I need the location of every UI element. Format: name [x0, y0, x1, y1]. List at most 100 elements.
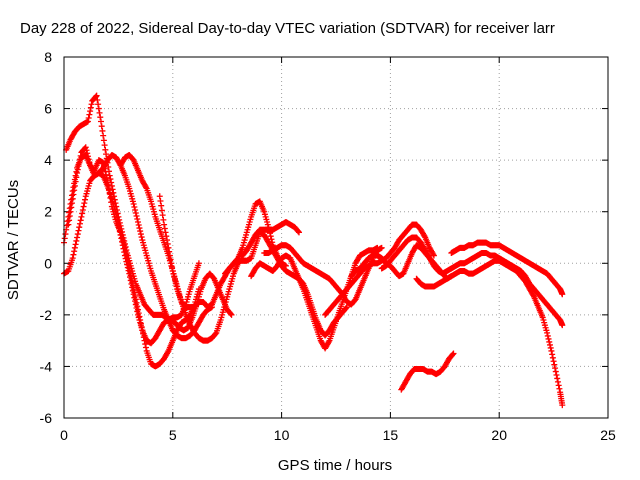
chart-title: Day 228 of 2022, Sidereal Day-to-day VTE… [20, 20, 555, 37]
data-point [102, 146, 109, 153]
data-point [113, 206, 120, 213]
data-point [115, 213, 122, 220]
series-arc-16 [398, 350, 457, 393]
data-point [161, 221, 168, 228]
data-point [173, 283, 180, 290]
data-point [79, 210, 86, 217]
data-point [74, 234, 81, 241]
data-point [85, 115, 92, 122]
data-point [130, 291, 137, 298]
data-point [165, 244, 172, 251]
data-point [99, 127, 106, 134]
data-point [133, 213, 140, 220]
data-point [137, 231, 144, 238]
data-point [123, 258, 130, 265]
data-point [67, 200, 74, 207]
data-point [72, 241, 79, 248]
x-tick-label: 0 [60, 427, 68, 443]
data-point [131, 294, 138, 301]
series-arc-15 [448, 239, 566, 298]
x-tick-labels: 0 5 10 15 20 25 [60, 427, 616, 443]
data-point [98, 123, 105, 130]
data-point [132, 301, 139, 308]
data-point [76, 224, 83, 231]
data-point [158, 202, 165, 209]
data-point [134, 219, 141, 226]
data-point [158, 207, 165, 214]
data-point [71, 248, 78, 255]
data-point [68, 196, 75, 203]
data-point [108, 182, 115, 189]
data-point [70, 184, 77, 191]
data-point [449, 351, 456, 358]
data-point [70, 251, 77, 258]
x-axis-label: GPS time / hours [278, 457, 392, 474]
data-point [138, 234, 145, 241]
data-point [72, 172, 79, 179]
data-point [71, 244, 78, 251]
data-point [107, 176, 114, 183]
y-tick-label: 2 [44, 204, 52, 220]
data-point [123, 246, 130, 253]
data-point [131, 203, 138, 210]
data-point [137, 228, 144, 235]
data-point [119, 228, 126, 235]
data-point [546, 341, 553, 348]
series-arc-3 [63, 92, 235, 334]
data-point [166, 252, 173, 259]
data-point [66, 209, 73, 216]
data-point [127, 274, 134, 281]
data-point [530, 292, 537, 299]
data-point [62, 231, 69, 238]
data-point [549, 351, 556, 358]
y-tick-label: -4 [40, 358, 53, 374]
data-point [554, 378, 561, 385]
data-point [69, 255, 76, 262]
data-point [119, 231, 126, 238]
data-point [117, 222, 124, 229]
data-point [268, 236, 275, 243]
data-point [83, 147, 90, 154]
data-point [142, 184, 149, 191]
data-point [134, 308, 141, 315]
data-point [121, 237, 128, 244]
data-point [108, 179, 115, 186]
data-point [84, 118, 91, 125]
x-tick-label: 5 [169, 427, 177, 443]
data-point [100, 137, 107, 144]
data-point [111, 196, 118, 203]
y-tick-label: 6 [44, 101, 52, 117]
data-point [169, 264, 176, 271]
series-arc-9 [248, 244, 381, 352]
data-point [79, 206, 86, 213]
x-tick-label: 15 [383, 427, 399, 443]
data-point [133, 304, 140, 311]
data-point [545, 335, 552, 342]
axis-ticks [63, 56, 609, 419]
series-arc-8 [239, 219, 303, 259]
data-point [112, 200, 119, 207]
data-point [343, 304, 350, 311]
data-point [88, 101, 95, 108]
data-point [64, 218, 71, 225]
data-point [118, 225, 125, 232]
data-point [74, 231, 81, 238]
data-point [76, 220, 83, 227]
data-point [559, 291, 566, 298]
data-point [95, 105, 102, 112]
data-point [109, 186, 116, 193]
data-point [94, 96, 101, 103]
data-point [553, 372, 560, 379]
series-arc-10 [261, 242, 385, 308]
data-point [136, 225, 143, 232]
data-point [552, 365, 559, 372]
data-point [325, 338, 332, 345]
y-tick-label: 0 [44, 255, 52, 271]
data-point [296, 229, 303, 236]
data-point [555, 382, 562, 389]
data-point [212, 330, 219, 337]
series-arc-12 [348, 242, 455, 282]
data-point [132, 206, 139, 213]
data-point [559, 322, 566, 329]
data-point [544, 329, 551, 336]
